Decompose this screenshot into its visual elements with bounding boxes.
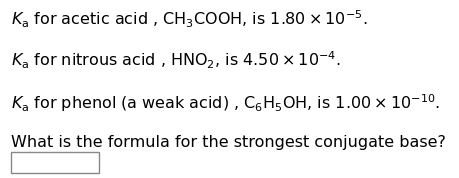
Text: $\mathit{K}_{\mathrm{a}}$ for acetic acid , $\mathrm{CH_3COOH}$, is $1.80 \times: $\mathit{K}_{\mathrm{a}}$ for acetic aci… xyxy=(11,8,368,30)
Bar xyxy=(11,152,99,173)
Text: $\mathit{K}_{\mathrm{a}}$ for nitrous acid , $\mathrm{HNO_2}$, is $4.50 \times 1: $\mathit{K}_{\mathrm{a}}$ for nitrous ac… xyxy=(11,50,341,71)
Text: What is the formula for the strongest conjugate base?: What is the formula for the strongest co… xyxy=(11,135,446,150)
Text: $\mathit{K}_{\mathrm{a}}$ for phenol (a weak acid) , $\mathrm{C_6H_5OH}$, is $1.: $\mathit{K}_{\mathrm{a}}$ for phenol (a … xyxy=(11,93,441,114)
